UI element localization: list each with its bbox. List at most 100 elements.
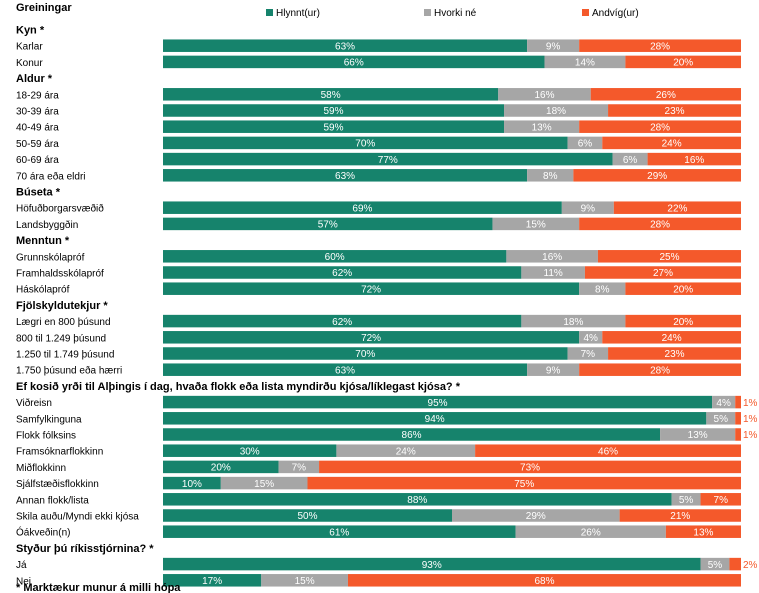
data-label-andvig: 24% <box>662 333 682 344</box>
bar-segment-hlynnt <box>163 557 701 571</box>
data-label-hlynnt: 10% <box>182 479 202 490</box>
bar-segment-andvig <box>584 266 741 279</box>
bar-segment-andvig <box>608 347 741 360</box>
row-label: Landsbyggðin <box>16 219 78 231</box>
group-heading: Kyn * <box>16 25 45 37</box>
row-label: Skila auðu/Myndi ekki kjósa <box>16 511 139 523</box>
bar-segment-hlynnt <box>163 88 499 101</box>
bar-segment-andvig <box>597 250 741 263</box>
bar-segment-andvig <box>579 39 741 52</box>
row-label: 60-69 ára <box>16 155 59 166</box>
row-label: 70 ára eða eldri <box>16 170 86 182</box>
row-label: 18-29 ára <box>16 90 59 101</box>
group-heading: Búseta * <box>16 187 61 199</box>
chart-footnote: * Marktækur munur á milli hópa <box>16 582 181 593</box>
data-label-andvig: 46% <box>598 446 618 457</box>
data-label-andvig: 75% <box>514 479 534 490</box>
row-label: Háskólapróf <box>16 285 70 296</box>
data-label-andvig: 29% <box>647 171 667 182</box>
group-heading: Styður þú ríkisstjórnina? * <box>16 543 154 555</box>
data-label-hlynnt: 70% <box>355 139 375 150</box>
data-label-hlynnt: 63% <box>335 171 355 182</box>
bar-segment-andvig <box>590 88 741 101</box>
bar-segment-hvorki <box>706 412 736 425</box>
data-label-andvig: 26% <box>656 90 676 101</box>
bar-segment-hvorki <box>498 88 591 101</box>
data-label-hvorki: 16% <box>534 90 554 101</box>
bar-segment-hlynnt <box>163 314 522 328</box>
data-label-hvorki: 9% <box>546 41 561 52</box>
bar-segment-hvorki <box>506 250 598 263</box>
bar-segment-hvorki <box>527 363 580 376</box>
row-label: Annan flokk/lista <box>16 495 89 506</box>
data-label-hvorki: 7% <box>292 463 307 474</box>
bar-segment-hlynnt <box>163 282 580 295</box>
group-heading: Menntun * <box>16 235 70 247</box>
data-label-andvig: 1% <box>743 414 758 425</box>
data-label-hvorki: 15% <box>254 479 274 490</box>
data-label-hlynnt: 77% <box>378 155 398 166</box>
bar-segment-andvig <box>665 525 741 538</box>
bar-segment-hlynnt <box>163 201 562 214</box>
data-label-hlynnt: 17% <box>202 576 222 587</box>
row-label: Framhaldsskólapróf <box>16 269 104 280</box>
group-heading: Aldur * <box>16 73 53 85</box>
data-label-hlynnt: 88% <box>407 495 427 506</box>
data-label-hvorki: 18% <box>563 317 583 328</box>
data-label-hlynnt: 59% <box>324 106 344 117</box>
bar-segment-andvig <box>735 428 741 441</box>
data-label-hvorki: 18% <box>546 106 566 117</box>
data-label-hvorki: 6% <box>623 155 638 166</box>
data-label-hlynnt: 63% <box>335 41 355 52</box>
row-label: Höfuðborgarsvæðið <box>16 203 104 215</box>
data-label-hlynnt: 59% <box>324 122 344 133</box>
bar-segment-hlynnt <box>163 574 262 587</box>
bar-segment-hlynnt <box>163 266 522 279</box>
data-label-andvig: 20% <box>673 317 693 328</box>
bar-segment-hlynnt <box>163 412 707 425</box>
bar-segment-hlynnt <box>163 444 337 457</box>
data-label-andvig: 13% <box>693 527 713 538</box>
data-label-hvorki: 14% <box>575 58 595 69</box>
row-label: 40-49 ára <box>16 123 59 134</box>
bar-segment-hvorki <box>521 314 626 328</box>
legend-label-andvig: Andvíg(ur) <box>592 8 639 19</box>
data-label-hvorki: 6% <box>578 139 593 150</box>
bar-segment-andvig <box>735 395 741 409</box>
row-label: Samfylkinguna <box>16 414 82 425</box>
data-label-hvorki: 15% <box>295 576 315 587</box>
bar-segment-hlynnt <box>163 347 568 360</box>
bar-segment-hvorki <box>567 136 603 150</box>
bar-segment-hvorki <box>220 476 308 490</box>
bar-segment-hvorki <box>544 55 626 69</box>
data-label-andvig: 28% <box>650 365 670 376</box>
data-label-andvig: 24% <box>662 139 682 150</box>
bar-segment-hvorki <box>700 557 730 571</box>
data-label-andvig: 73% <box>520 463 540 474</box>
data-label-hlynnt: 50% <box>297 511 317 522</box>
bar-segment-hlynnt <box>163 428 661 441</box>
data-label-andvig: 2% <box>743 560 758 571</box>
data-label-hvorki: 8% <box>543 171 558 182</box>
data-label-hlynnt: 63% <box>335 365 355 376</box>
data-label-andvig: 23% <box>665 349 685 360</box>
bar-segment-hlynnt <box>163 39 528 52</box>
bar-segment-andvig <box>307 476 741 490</box>
legend-label-hlynnt: Hlynnt(ur) <box>276 8 320 19</box>
bar-segment-hvorki <box>515 525 666 538</box>
data-label-hlynnt: 62% <box>332 268 352 279</box>
bar-segment-andvig <box>625 314 741 328</box>
bar-segment-hlynnt <box>163 395 713 409</box>
data-label-hvorki: 13% <box>532 122 552 133</box>
bar-segment-hvorki <box>278 460 320 474</box>
data-label-andvig: 21% <box>670 511 690 522</box>
chart-title: Greiningar <box>16 2 72 14</box>
bar-segment-andvig <box>475 444 741 457</box>
data-label-hlynnt: 72% <box>361 333 381 344</box>
bar-segment-hvorki <box>671 493 701 506</box>
data-label-hvorki: 29% <box>526 511 546 522</box>
data-label-hvorki: 9% <box>581 203 596 214</box>
bar-segment-andvig <box>608 104 741 117</box>
chart-body: Kyn * Karlar 63% 9% 28% Konur 66% 14% 20% Aldur *… <box>16 25 758 588</box>
